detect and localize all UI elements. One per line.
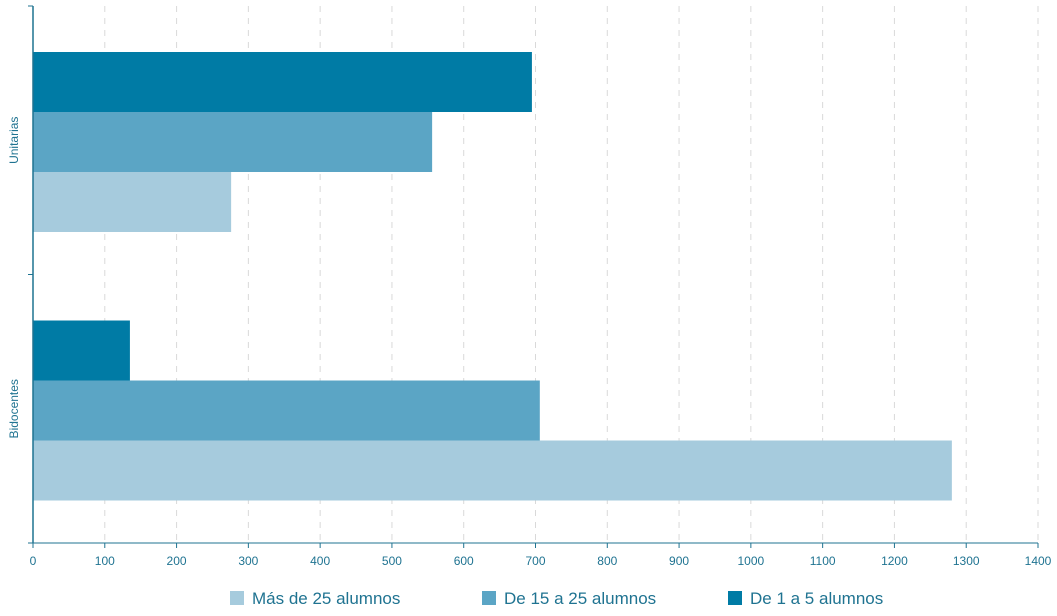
x-tick-label: 1400 xyxy=(1025,554,1052,568)
bar xyxy=(33,440,952,501)
x-tick-label: 1000 xyxy=(738,554,765,568)
legend: Más de 25 alumnos De 15 a 25 alumnos De 1 … xyxy=(230,589,883,608)
x-tick-label: 800 xyxy=(597,554,617,568)
x-tick-label: 200 xyxy=(167,554,187,568)
x-tick-label: 900 xyxy=(669,554,689,568)
x-axis-ticks: 0 100 200 300 400 500 600 700 800 900 1000 1100 1200… xyxy=(30,543,1052,568)
y-axis-categories: Unitarias Bidocentes xyxy=(7,117,21,439)
x-tick-label: 0 xyxy=(30,554,37,568)
legend-swatch xyxy=(230,591,244,605)
x-tick-label: 700 xyxy=(525,554,545,568)
bar xyxy=(33,52,532,112)
bars xyxy=(33,52,952,501)
legend-swatch xyxy=(482,591,496,605)
category-label: Bidocentes xyxy=(7,379,21,438)
x-tick-label: 1200 xyxy=(881,554,908,568)
x-tick-label: 300 xyxy=(238,554,258,568)
x-tick-label: 600 xyxy=(454,554,474,568)
bar xyxy=(33,320,130,381)
x-tick-label: 100 xyxy=(95,554,115,568)
legend-swatch xyxy=(728,591,742,605)
bar xyxy=(33,112,433,172)
x-tick-label: 1300 xyxy=(953,554,980,568)
x-tick-label: 1100 xyxy=(810,554,836,568)
bar xyxy=(33,172,232,232)
legend-label: De 15 a 25 alumnos xyxy=(504,589,656,608)
x-tick-label: 500 xyxy=(382,554,402,568)
category-label: Unitarias xyxy=(7,117,21,164)
legend-label: Más de 25 alumnos xyxy=(252,589,400,608)
legend-label: De 1 a 5 alumnos xyxy=(750,589,883,608)
x-tick-label: 400 xyxy=(310,554,330,568)
bar xyxy=(33,380,540,441)
